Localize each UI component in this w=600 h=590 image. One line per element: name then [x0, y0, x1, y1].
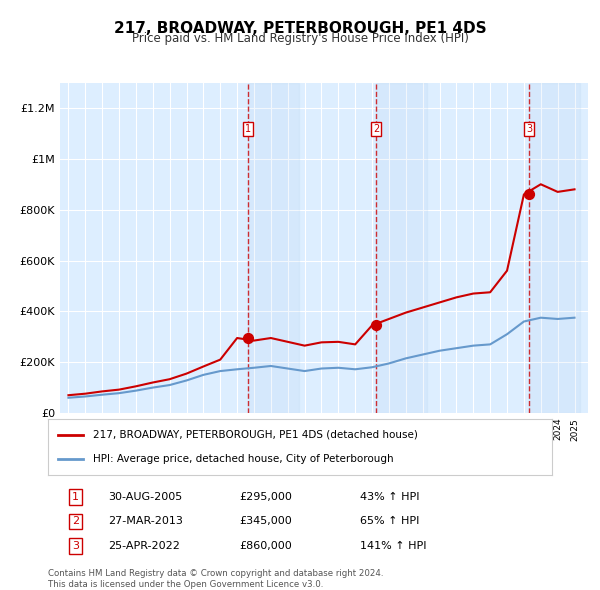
Text: Contains HM Land Registry data © Crown copyright and database right 2024.
This d: Contains HM Land Registry data © Crown c… — [48, 569, 383, 589]
Text: Price paid vs. HM Land Registry's House Price Index (HPI): Price paid vs. HM Land Registry's House … — [131, 32, 469, 45]
Bar — [529, 83, 580, 413]
Bar — [376, 83, 427, 413]
Point — [524, 190, 534, 199]
Text: 3: 3 — [526, 124, 532, 134]
Text: 2: 2 — [72, 516, 79, 526]
Text: HPI: Average price, detached house, City of Peterborough: HPI: Average price, detached house, City… — [94, 454, 394, 464]
Text: £345,000: £345,000 — [239, 516, 292, 526]
Text: 65% ↑ HPI: 65% ↑ HPI — [361, 516, 420, 526]
Text: £295,000: £295,000 — [239, 492, 292, 502]
Text: £860,000: £860,000 — [239, 541, 292, 550]
Bar — [248, 83, 299, 413]
Text: 2: 2 — [373, 124, 379, 134]
Text: 217, BROADWAY, PETERBOROUGH, PE1 4DS (detached house): 217, BROADWAY, PETERBOROUGH, PE1 4DS (de… — [94, 430, 418, 440]
Text: 30-AUG-2005: 30-AUG-2005 — [109, 492, 183, 502]
Text: 25-APR-2022: 25-APR-2022 — [109, 541, 181, 550]
Point — [244, 333, 253, 343]
Text: 27-MAR-2013: 27-MAR-2013 — [109, 516, 184, 526]
Text: 1: 1 — [72, 492, 79, 502]
Text: 1: 1 — [245, 124, 251, 134]
Text: 3: 3 — [72, 541, 79, 550]
Text: 43% ↑ HPI: 43% ↑ HPI — [361, 492, 420, 502]
Point — [371, 320, 381, 330]
Text: 217, BROADWAY, PETERBOROUGH, PE1 4DS: 217, BROADWAY, PETERBOROUGH, PE1 4DS — [113, 21, 487, 35]
Text: 141% ↑ HPI: 141% ↑ HPI — [361, 541, 427, 550]
